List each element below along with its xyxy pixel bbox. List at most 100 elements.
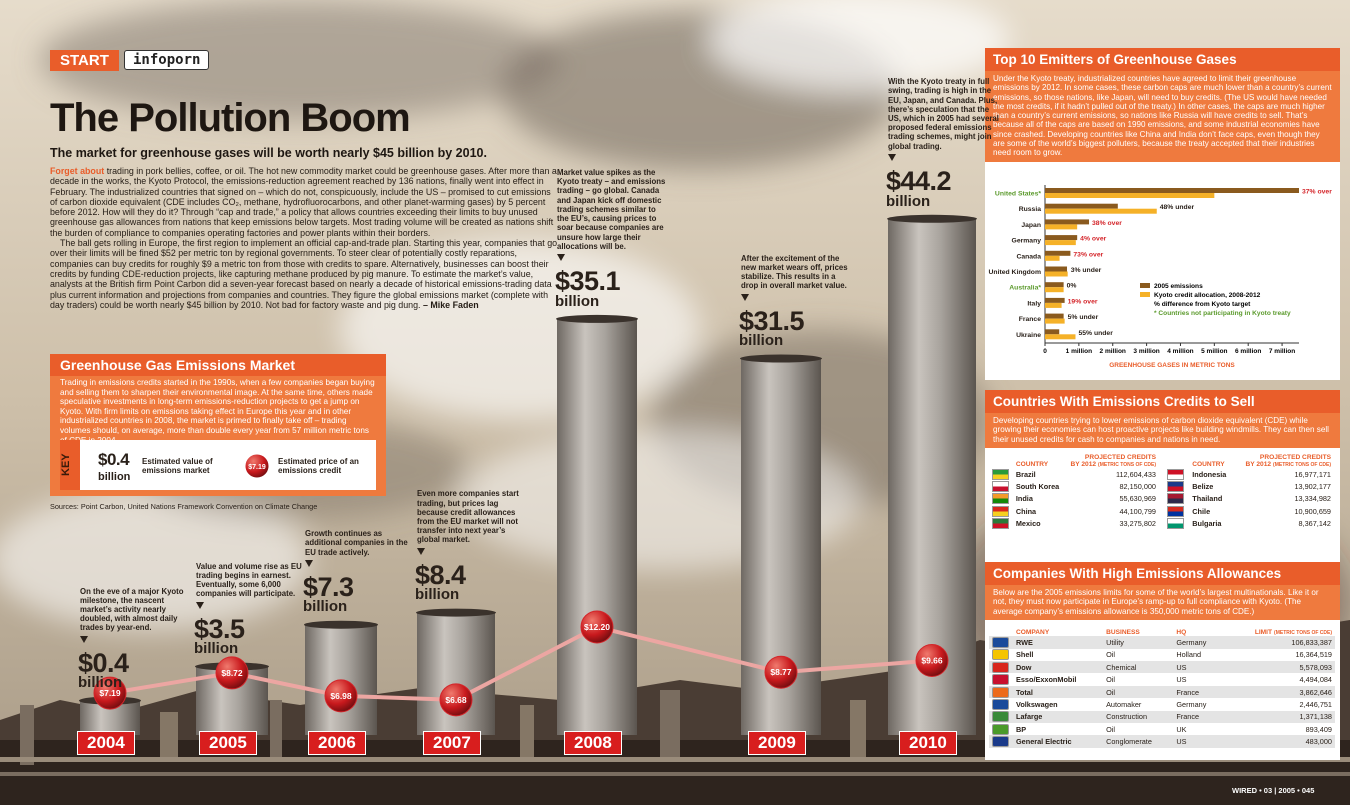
value-label: $3.5 billion <box>194 613 245 657</box>
country: Chile <box>1192 506 1211 516</box>
header-text: LIMIT <box>1254 629 1273 637</box>
difference-label: 55% under <box>1078 330 1113 337</box>
header-cell: BUSINESS <box>1106 629 1140 637</box>
credits-title: Countries With Emissions Credits to Sell <box>985 390 1340 413</box>
bar <box>1045 203 1118 209</box>
limit: 4,494,084 <box>1299 675 1332 685</box>
header-text: (METRIC TONS OF CDE) <box>1273 461 1331 468</box>
credits-row: Belize 13,902,177 <box>1164 480 1334 492</box>
section-label: START <box>50 50 119 71</box>
logo-cell <box>989 636 1013 649</box>
credits: 10,900,659 <box>1294 506 1331 516</box>
flag <box>992 505 1009 517</box>
x-tick-label: 0 <box>1043 348 1047 355</box>
difference-label: 3% under <box>1071 267 1102 274</box>
bar <box>1045 255 1060 261</box>
flag <box>1167 505 1184 517</box>
value-label: $31.5 billion <box>739 307 805 349</box>
category-label: Russia <box>1019 206 1042 213</box>
text: The ball gets rolling in Europe, the fir… <box>50 238 558 310</box>
credits: 33,275,802 <box>1119 519 1156 529</box>
difference-label: 73% over <box>1073 251 1103 258</box>
bar <box>1045 302 1062 308</box>
value-number: $3.5 <box>194 613 245 644</box>
key: $0.4 billion Estimated value of emissions… <box>60 440 376 490</box>
header-cell <box>989 624 1013 636</box>
companies-panel: Companies With High Emissions Allowances… <box>985 562 1340 760</box>
logo-cell <box>989 649 1013 661</box>
stack-rim <box>416 608 496 617</box>
price-label: $12.20 <box>584 622 610 632</box>
company: Lafarge <box>1013 710 1104 724</box>
business: Oil <box>1103 685 1174 699</box>
flag <box>992 468 1009 480</box>
logo-cell <box>989 661 1013 674</box>
credits-row: Mexico 33,275,802 <box>989 517 1159 530</box>
limit: 3,862,646 <box>1222 685 1335 699</box>
country: India <box>1015 494 1033 504</box>
price-marker <box>215 656 249 690</box>
credits: 13,902,177 <box>1294 481 1331 491</box>
x-tick-label: 5 million <box>1201 348 1227 355</box>
bar <box>1045 271 1068 277</box>
credits-row: Indonesia 16,977,171 <box>1164 468 1334 480</box>
flag-cell <box>1164 493 1189 505</box>
company-row: Volkswagen Automaker Germany 2,446,751 <box>989 698 1335 710</box>
hq: France <box>1173 685 1223 699</box>
price-marker <box>324 679 358 713</box>
country: Mexico <box>1015 519 1041 529</box>
bar <box>1045 188 1299 193</box>
hq: US <box>1173 735 1223 748</box>
hq: UK <box>1176 724 1187 734</box>
bar <box>1045 219 1090 225</box>
price-marker <box>764 655 798 689</box>
credits-table: COUNTRY PROJECTED CREDITS BY 2012 (METRIC T… <box>1164 454 1334 530</box>
hq: Germany <box>1176 699 1207 709</box>
bar <box>1045 266 1068 272</box>
flag-cell <box>989 505 1013 517</box>
article: Forget about trading in pork bellies, co… <box>50 166 558 310</box>
bar <box>1045 329 1060 335</box>
lead: Forget about <box>50 166 105 176</box>
year-label: 2008 <box>564 731 622 755</box>
difference-label: 48% under <box>1160 204 1195 211</box>
country: Indonesia <box>1192 469 1227 479</box>
price-label: $8.77 <box>770 667 792 677</box>
header-cell: COUNTRY <box>1192 460 1225 468</box>
sources: Sources: Point Carbon, United Nations Fr… <box>50 502 318 511</box>
byline: – Mike Faden <box>422 299 479 310</box>
credits-row: India 55,630,969 <box>989 493 1159 505</box>
section-tag: infoporn <box>124 50 210 70</box>
pointer <box>80 635 88 643</box>
country: Brazil <box>1015 469 1036 479</box>
company: Total <box>1013 685 1104 699</box>
company: Dow <box>1013 661 1104 674</box>
year-label: 2007 <box>423 731 481 755</box>
bar <box>1045 297 1065 303</box>
logo-cell <box>989 710 1013 724</box>
credits: 44,100,799 <box>1119 506 1156 516</box>
logo <box>992 711 1009 723</box>
year-label: 2005 <box>199 731 257 755</box>
market-text: Trading in emissions credits started in … <box>60 378 375 445</box>
header-line: BY 2012 (METRIC TONS OF CDE) <box>1236 461 1331 468</box>
business: Oil <box>1106 724 1115 734</box>
year-label: 2009 <box>748 731 806 755</box>
credits: 16,977,171 <box>1294 469 1331 479</box>
annotation: Growth continues as additional companies… <box>305 529 408 557</box>
year-label: 2004 <box>77 731 135 755</box>
credits-text: Developing countries trying to lower emi… <box>985 413 1340 448</box>
category-label: Ukraine <box>1016 332 1041 339</box>
value-number: $0.4 <box>78 647 129 678</box>
price-marker <box>915 643 949 677</box>
flag <box>1167 480 1184 492</box>
company-row: Shell Oil Holland 16,364,519 <box>989 649 1335 661</box>
country: South Korea <box>1015 481 1060 491</box>
header-cell: COMPANY <box>1016 629 1050 637</box>
business: Oil <box>1106 675 1115 685</box>
key-price: $7.19 <box>248 464 266 471</box>
header-text: BY 2012 <box>1245 460 1272 468</box>
header-text: (METRIC TONS OF CDE) <box>1098 461 1156 468</box>
footer: WIRED • 03 | 2005 • 045 <box>1232 786 1315 795</box>
